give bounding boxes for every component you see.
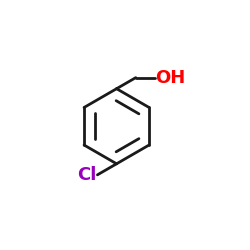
Text: OH: OH: [156, 69, 186, 87]
Text: Cl: Cl: [77, 166, 96, 184]
